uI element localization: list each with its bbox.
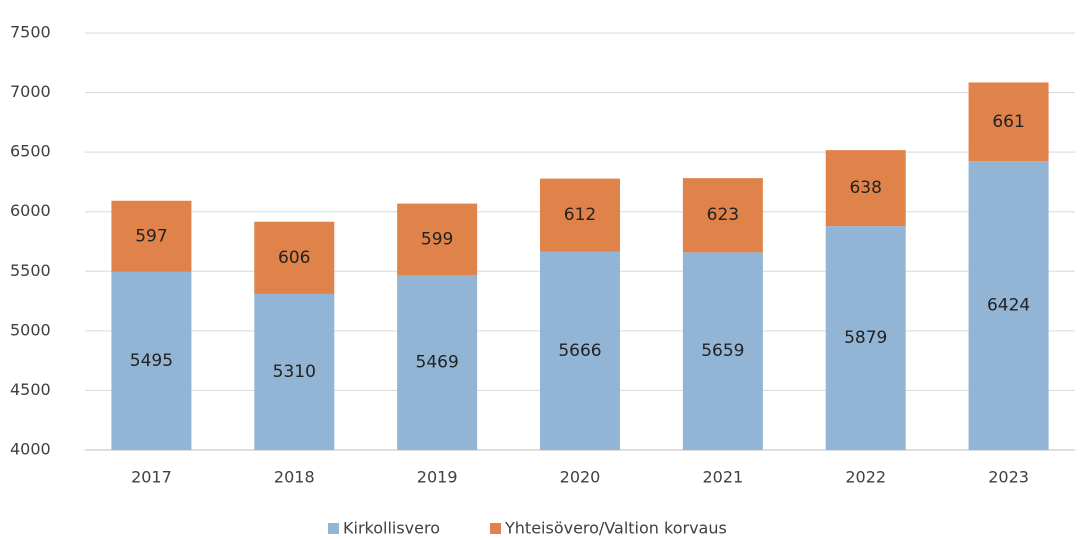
data-label: 606: [278, 248, 310, 268]
data-label: 5879: [844, 328, 887, 348]
bar-segment: [968, 161, 1049, 451]
y-tick-label: 7500: [10, 23, 51, 42]
bar-segment: [540, 251, 620, 450]
y-tick-label: 4000: [10, 440, 51, 459]
bar-segment: [682, 252, 763, 450]
y-tick-label: 5500: [10, 261, 51, 280]
x-tick-label: 2019: [417, 468, 458, 487]
x-tick-label: 2021: [702, 468, 743, 487]
y-tick-label: 6000: [10, 201, 51, 220]
bar-segment: [397, 274, 478, 450]
y-tick-label: 6500: [10, 142, 51, 161]
x-tick-label: 2018: [274, 468, 315, 487]
data-label: 623: [707, 205, 739, 225]
bar-segment: [968, 82, 1049, 162]
x-tick-label: 2023: [988, 468, 1029, 487]
y-tick-label: 7000: [10, 82, 51, 101]
y-tick-label: 5000: [10, 320, 51, 339]
bar-segment: [825, 226, 906, 450]
y-tick-label: 4500: [10, 380, 51, 399]
x-tick-label: 2020: [560, 468, 601, 487]
data-label: 5469: [416, 352, 459, 372]
bar-segment: [825, 150, 906, 227]
bar-segment: [254, 221, 335, 294]
x-tick-label: 2017: [131, 468, 172, 487]
data-label: 638: [849, 178, 881, 198]
data-label: 597: [135, 226, 167, 246]
data-label: 5495: [130, 351, 173, 371]
bar-segment: [111, 200, 192, 272]
legend-swatch: [490, 523, 501, 534]
data-label: 5310: [273, 362, 316, 382]
data-label: 612: [564, 205, 596, 225]
bar-segment: [397, 203, 478, 275]
data-label: 599: [421, 229, 453, 249]
bar-segment: [682, 178, 763, 253]
legend-label: Kirkollisvero: [343, 519, 440, 538]
data-label: 661: [992, 112, 1024, 132]
data-label: 5666: [558, 341, 601, 361]
x-tick-label: 2022: [845, 468, 886, 487]
bar-segment: [254, 293, 335, 450]
data-label: 5659: [701, 341, 744, 361]
bar-segment: [540, 178, 620, 252]
legend-swatch: [328, 523, 339, 534]
data-label: 6424: [987, 296, 1030, 316]
legend-label: Yhteisövero/Valtion korvaus: [504, 519, 727, 538]
bar-segment: [111, 271, 192, 450]
